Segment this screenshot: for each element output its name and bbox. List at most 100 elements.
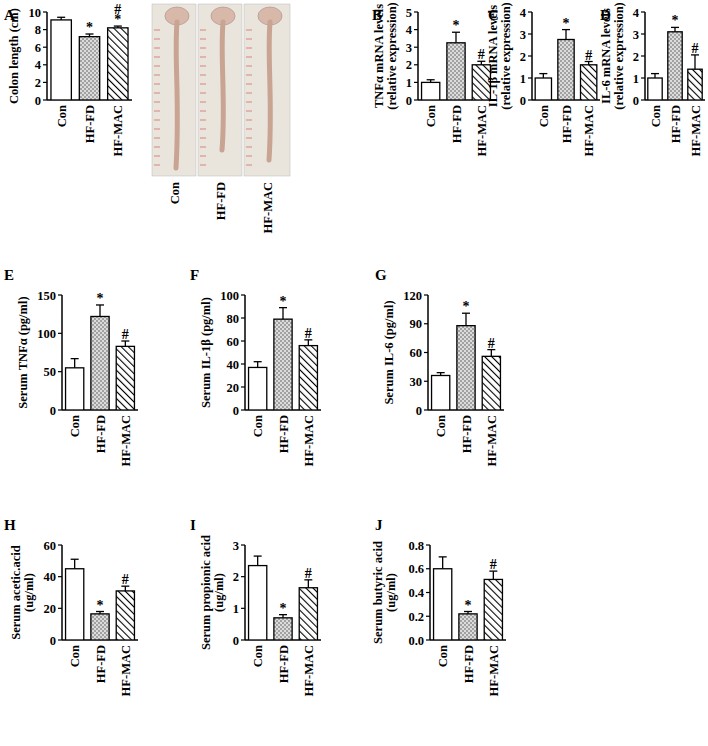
category-label: HF-MAC — [475, 105, 489, 156]
y-tick — [528, 99, 532, 100]
y-axis — [61, 295, 63, 410]
y-tick-label: 120 — [403, 289, 422, 303]
y-label: TNFα mRNA levels(relative expression) — [372, 2, 399, 110]
y-tick — [241, 363, 245, 364]
ruler-tick — [200, 48, 206, 49]
bar — [116, 346, 134, 410]
ruler-tick — [154, 75, 160, 76]
ruler-tick — [200, 30, 206, 31]
error-bar — [654, 74, 655, 78]
error-bar — [493, 571, 494, 579]
y-tick — [241, 608, 245, 609]
ruler-tick — [154, 120, 160, 121]
category-label: HF-FD — [94, 645, 108, 683]
error-cap — [651, 73, 659, 74]
bar — [581, 65, 597, 100]
panel-letter: I — [190, 517, 196, 533]
significance: # — [122, 327, 129, 342]
y-label-line: Serum TNFα (pg/ml) — [16, 296, 30, 408]
y-label-line: (relative expression) — [385, 2, 399, 110]
significance: # — [305, 326, 312, 341]
y-tick-label: 4 — [35, 58, 42, 72]
error-cap — [57, 17, 65, 18]
category-label: Con — [68, 415, 82, 437]
y-tick — [528, 55, 532, 56]
y-tick-label: 0 — [50, 404, 56, 418]
y-tick — [426, 616, 430, 617]
error-bar — [465, 313, 466, 325]
ruler-tick — [200, 84, 206, 85]
y-axis — [244, 545, 246, 640]
significance: # — [305, 566, 312, 581]
y-label: Serum TNFα (pg/ml) — [16, 296, 30, 408]
y-tick — [241, 576, 245, 577]
bar — [668, 32, 682, 100]
y-tick — [641, 77, 645, 78]
y-tick — [58, 639, 62, 640]
y-tick-label: 0 — [633, 94, 639, 108]
ruler-tick — [246, 66, 252, 67]
y-tick-label: 1 — [406, 76, 412, 90]
panel-letter: E — [4, 267, 14, 283]
error-bar — [257, 556, 258, 566]
category-label: Con — [68, 645, 82, 667]
y-tick-label: 8 — [35, 23, 41, 37]
ruler-tick — [200, 102, 206, 103]
bars — [535, 30, 597, 100]
panel: J0.00.20.40.60.8Serum butyric acid(ug/ml… — [371, 517, 507, 696]
bar — [299, 588, 317, 640]
bar — [482, 356, 500, 410]
y-tick — [414, 47, 418, 48]
category-label: HF-FD — [277, 415, 291, 453]
y-tick-label: 2 — [633, 50, 639, 64]
colon — [269, 22, 270, 160]
ruler-tick — [200, 66, 206, 67]
colon-photo: ConHF-FDHF-MAC — [152, 4, 290, 233]
y-tick — [426, 639, 430, 640]
category-label: HF-MAC — [485, 415, 499, 466]
ruler-tick — [154, 39, 160, 40]
bar — [432, 376, 450, 411]
error-cap — [439, 556, 447, 557]
significance: # — [490, 557, 497, 572]
error-cap — [71, 358, 79, 359]
category-label: HF-MAC — [302, 645, 316, 696]
bar — [116, 591, 134, 640]
category-label: HF-FD — [83, 105, 97, 143]
bars — [66, 559, 135, 640]
y-tick-label: 0 — [233, 634, 239, 648]
category-label: Con — [55, 105, 69, 127]
y-tick — [424, 294, 428, 295]
y-label: Serum propionic acid(ug/ml) — [199, 535, 226, 650]
y-tick-label: 0 — [233, 404, 239, 418]
category-label: HF-FD — [462, 645, 476, 683]
ruler-tick — [200, 57, 206, 58]
y-label-line: (relative expression) — [499, 2, 513, 110]
y-tick-label: 60 — [410, 346, 423, 360]
category-label: HF-MAC — [119, 415, 133, 466]
ruler-tick — [246, 39, 252, 40]
bar — [688, 69, 702, 100]
error-bar — [694, 55, 695, 69]
y-tick-label: 0 — [416, 404, 422, 418]
y-tick — [58, 544, 62, 545]
bar — [459, 614, 477, 640]
bar — [457, 326, 475, 410]
y-tick-label: 20 — [227, 381, 240, 395]
y-tick — [424, 409, 428, 410]
category-label: HF-FD — [560, 105, 574, 143]
y-label-line: Serum IL-6 (pg/ml) — [382, 300, 396, 404]
error-bar — [99, 305, 100, 317]
ruler-tick — [246, 165, 252, 166]
y-label: Serum IL-6 (pg/ml) — [382, 300, 396, 404]
ruler-tick — [154, 147, 160, 148]
ruler-tick — [200, 147, 206, 148]
y-axis — [417, 12, 419, 100]
category-label: HF-FD — [94, 415, 108, 453]
significance: * — [465, 598, 472, 613]
ruler-tick — [246, 57, 252, 58]
photo-label: HF-MAC — [261, 182, 275, 233]
panel: C01234IL-1β mRNA levels(relative express… — [486, 2, 601, 156]
y-tick — [424, 381, 428, 382]
y-label: Serum butyric acid(ug/ml) — [371, 541, 398, 644]
